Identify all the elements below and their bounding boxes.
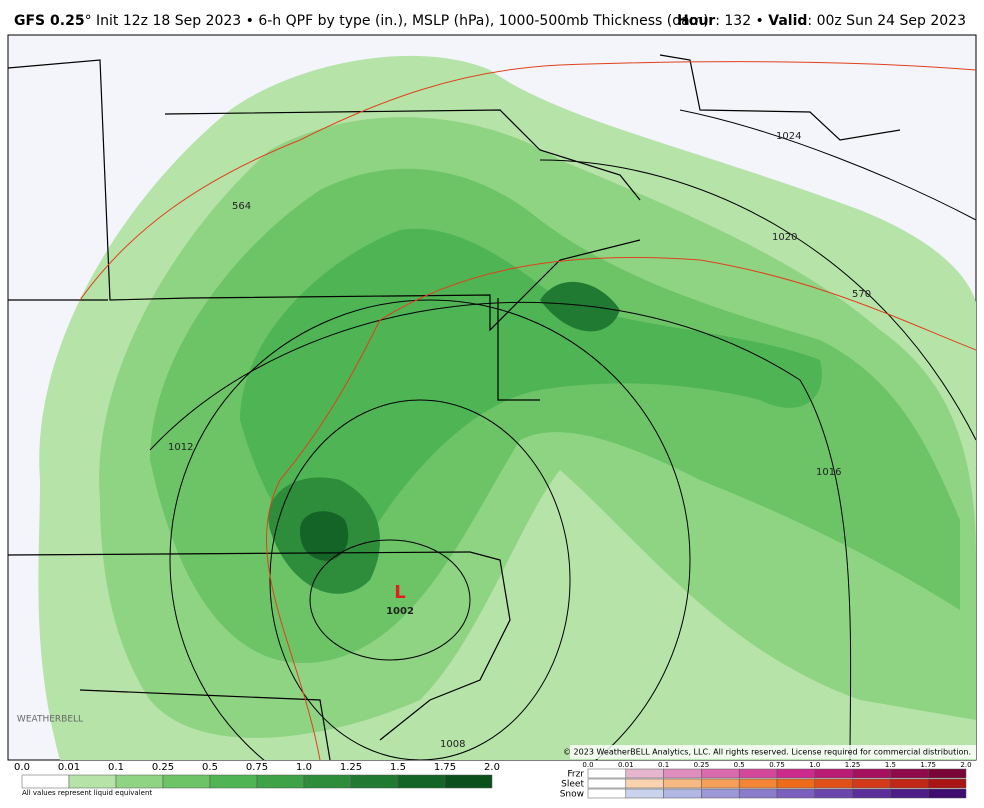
- ptype-swatch: [776, 768, 816, 779]
- legend-tick: 0.01: [58, 762, 80, 773]
- isobars: [149, 109, 976, 760]
- ptype-tick: 1.75: [920, 761, 936, 769]
- ptype-tick: 0.5: [734, 761, 745, 769]
- thickness: [79, 61, 976, 760]
- isobar-label: 1024: [776, 131, 801, 142]
- thickness-label: 564: [232, 201, 251, 212]
- low-pressure: 1002: [386, 606, 414, 617]
- legend-swatch: [397, 774, 446, 789]
- legend-swatch: [68, 774, 117, 789]
- map: 1024 1020 1016 1012 1008 570 564 L 1002 …: [7, 34, 977, 761]
- legend-swatch: [350, 774, 399, 789]
- ptype-tick: 0.75: [769, 761, 785, 769]
- ptype-swatch: [927, 788, 967, 799]
- legend: All values represent liquid equivalent 0…: [14, 761, 972, 800]
- state-borders: [8, 54, 901, 760]
- legend-swatch: [444, 774, 493, 789]
- ptype-swatch: [663, 788, 702, 799]
- ptype-swatch: [814, 788, 853, 799]
- ptype-swatch: [852, 788, 891, 799]
- ptype-name: Sleet: [561, 780, 584, 790]
- hour-label: Hour: [677, 13, 715, 29]
- isobar-label: 1016: [816, 467, 841, 478]
- thickness-label: 570: [852, 289, 871, 300]
- isobar-label: 1012: [168, 442, 193, 453]
- ptype-swatch: [776, 778, 816, 789]
- legend-tick: 2.0: [484, 762, 500, 773]
- legend-tick: 0.0: [14, 762, 30, 773]
- legend-tick: 0.25: [152, 762, 174, 773]
- ptype-swatch: [738, 788, 778, 799]
- ptype-swatch: [776, 788, 816, 799]
- ptype-swatch: [587, 768, 627, 779]
- ptype-swatch: [890, 778, 929, 789]
- ptype-tick: 2.0: [960, 761, 971, 769]
- ptype-swatch: [852, 768, 891, 779]
- header-left: GFS 0.25° Init 12z 18 Sep 2023 • 6-h QPF…: [14, 13, 709, 29]
- valid-label: Valid: [768, 13, 807, 29]
- ptype-tick: 1.25: [845, 761, 861, 769]
- ptype-swatch: [814, 768, 853, 779]
- precip-core: [300, 511, 349, 561]
- ptype-swatch: [852, 778, 891, 789]
- isobar-label: 1020: [772, 232, 797, 243]
- contour-labels: 1024 1020 1016 1012 1008 570 564 L 1002 …: [17, 131, 871, 750]
- ptype-swatch: [738, 778, 778, 789]
- ptype-swatch: [701, 778, 740, 789]
- header-details: ° Init 12z 18 Sep 2023 • 6-h QPF by type…: [85, 13, 709, 29]
- ptype-swatch: [814, 778, 853, 789]
- valid-value: : 00z Sun 24 Sep 2023: [807, 13, 966, 29]
- legend-swatch: [209, 774, 258, 789]
- ptype-tick: 0.1: [658, 761, 669, 769]
- ptype-swatch: [625, 788, 664, 799]
- ptype-swatch: [890, 788, 929, 799]
- low-symbol: L: [394, 582, 405, 603]
- header-right: Hour: 132 • Valid: 00z Sun 24 Sep 2023: [677, 13, 966, 29]
- legend-tick: 0.1: [108, 762, 124, 773]
- legend-tick: 0.75: [246, 762, 268, 773]
- precip-coastal: [540, 281, 620, 332]
- legend-swatch: [162, 774, 211, 789]
- ptype-tick: 0.01: [618, 761, 634, 769]
- legend-swatch: [115, 774, 164, 789]
- precip-heavier: [240, 228, 822, 552]
- ptype-swatch: [625, 768, 664, 779]
- legend-swatch: [21, 774, 70, 789]
- hour-value: : 132 •: [715, 13, 768, 29]
- legend-tick: 1.25: [340, 762, 362, 773]
- ptype-swatch: [890, 768, 929, 779]
- ptype-name: Frzr: [567, 770, 584, 780]
- ptype-swatch: [701, 788, 740, 799]
- ptype-tick: 0.0: [582, 761, 593, 769]
- legend-swatch: [256, 774, 305, 789]
- ptype-tick: 1.0: [809, 761, 820, 769]
- ptype-tick: 0.25: [694, 761, 710, 769]
- ptype-name: Snow: [560, 790, 584, 800]
- ptype-swatch: [927, 768, 967, 779]
- legend-tick: 1.5: [390, 762, 406, 773]
- legend-swatch: [303, 774, 352, 789]
- model: GFS 0.25: [14, 13, 85, 29]
- ptype-swatch: [587, 788, 627, 799]
- ptype-swatch: [738, 768, 778, 779]
- logo: WEATHERBELL: [17, 715, 83, 725]
- copyright: © 2023 WeatherBELL Analytics, LLC. All r…: [563, 748, 971, 757]
- ptype-swatch: [663, 768, 702, 779]
- legend-tick: 1.0: [296, 762, 312, 773]
- legend-note: All values represent liquid equivalent: [22, 789, 152, 797]
- ptype-swatch: [625, 778, 664, 789]
- ptype-swatch: [587, 778, 627, 789]
- ptype-swatch: [663, 778, 702, 789]
- ptype-tick: 1.5: [885, 761, 896, 769]
- copyright-bg: [570, 745, 976, 759]
- ptype-swatch: [701, 768, 740, 779]
- legend-tick: 0.5: [202, 762, 218, 773]
- ptype-swatch: [927, 778, 967, 789]
- isobar-label: 1008: [440, 739, 465, 750]
- legend-tick: 1.75: [434, 762, 456, 773]
